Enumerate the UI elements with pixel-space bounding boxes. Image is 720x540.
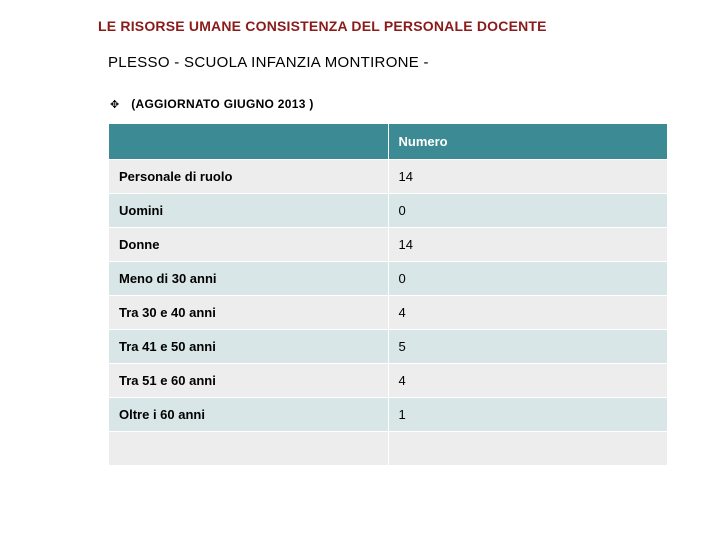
row-label: Oltre i 60 anni (109, 398, 389, 432)
row-value: 1 (388, 398, 668, 432)
row-label: Personale di ruolo (109, 160, 389, 194)
bullet-text: (AGGIORNATO GIUGNO 2013 ) (131, 97, 313, 111)
row-value: 0 (388, 194, 668, 228)
table-row: Meno di 30 anni 0 (109, 262, 668, 296)
row-label: Tra 41 e 50 anni (109, 330, 389, 364)
subtitle: PLESSO - SCUOLA INFANZIA MONTIRONE - (108, 54, 720, 71)
table-row: Uomini 0 (109, 194, 668, 228)
row-value: 5 (388, 330, 668, 364)
row-value: 14 (388, 228, 668, 262)
row-label: Uomini (109, 194, 389, 228)
table-row: Tra 51 e 60 anni 4 (109, 364, 668, 398)
row-label: Tra 30 e 40 anni (109, 296, 389, 330)
table-row: Tra 30 e 40 anni 4 (109, 296, 668, 330)
table-row: Donne 14 (109, 228, 668, 262)
page-title: LE RISORSE UMANE CONSISTENZA DEL PERSONA… (98, 18, 720, 34)
row-value: 4 (388, 364, 668, 398)
row-label: Tra 51 e 60 anni (109, 364, 389, 398)
table-header-numero: Numero (388, 124, 668, 160)
row-label (109, 432, 389, 466)
bullet-row: ✥ (AGGIORNATO GIUGNO 2013 ) (110, 97, 720, 111)
bullet-icon: ✥ (110, 98, 119, 111)
table-row: Personale di ruolo 14 (109, 160, 668, 194)
table-body: Personale di ruolo 14 Uomini 0 Donne 14 … (109, 160, 668, 466)
row-value (388, 432, 668, 466)
row-value: 4 (388, 296, 668, 330)
slide: LE RISORSE UMANE CONSISTENZA DEL PERSONA… (0, 0, 720, 540)
data-table: Numero Personale di ruolo 14 Uomini 0 Do… (108, 123, 668, 466)
table-row: Tra 41 e 50 anni 5 (109, 330, 668, 364)
row-value: 14 (388, 160, 668, 194)
table-row (109, 432, 668, 466)
table-header-blank (109, 124, 389, 160)
row-label: Meno di 30 anni (109, 262, 389, 296)
row-label: Donne (109, 228, 389, 262)
row-value: 0 (388, 262, 668, 296)
table-header-row: Numero (109, 124, 668, 160)
table-row: Oltre i 60 anni 1 (109, 398, 668, 432)
